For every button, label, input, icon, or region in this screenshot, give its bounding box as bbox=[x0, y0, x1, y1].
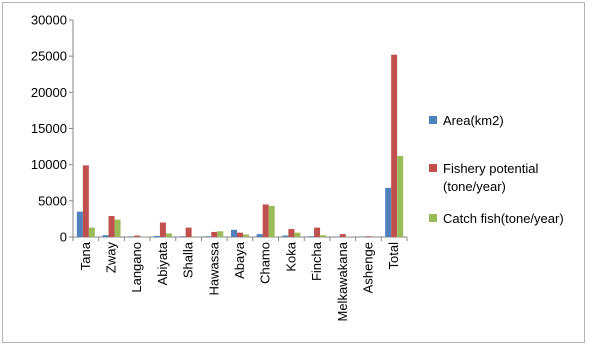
x-tick-label: Total bbox=[386, 242, 401, 270]
y-tick-label: 10000 bbox=[31, 157, 67, 172]
legend-swatch-2 bbox=[429, 164, 437, 172]
legend-swatch-3 bbox=[429, 214, 437, 222]
bar-fincha-series-1 bbox=[308, 236, 315, 237]
x-tick-label: Shalla bbox=[181, 241, 196, 278]
bar-tana-series-1 bbox=[76, 211, 83, 237]
y-tick-label: 15000 bbox=[31, 121, 67, 136]
legend-label-2: Fishery potential (tone/year) bbox=[443, 161, 538, 194]
bar-abaya-series-3 bbox=[243, 234, 249, 237]
x-tick-label: Koka bbox=[283, 241, 298, 271]
legend-label-3: Catch fish(tone/year) bbox=[443, 211, 564, 226]
bar-zway-series-2 bbox=[108, 216, 115, 237]
y-tick-label: 0 bbox=[60, 230, 67, 245]
bar-fincha-series-3 bbox=[320, 235, 327, 237]
y-tick-label: 25000 bbox=[31, 49, 67, 64]
bar-zway-series-1 bbox=[102, 235, 109, 237]
bar-fincha-series-2 bbox=[314, 227, 321, 237]
y-tick-label: 20000 bbox=[31, 85, 67, 100]
bar-shalla-series-1 bbox=[179, 236, 186, 237]
bar-chamo-series-1 bbox=[256, 234, 263, 237]
bar-ashenge-series-2 bbox=[365, 236, 372, 237]
bar-zway-series-3 bbox=[114, 219, 121, 237]
bar-hawassa-series-3 bbox=[217, 231, 224, 237]
chart-frame: 0 5000 10000 15000 20000 25000 30000 Tana Zway La… bbox=[2, 2, 585, 343]
legend-label-1: Area(km2) bbox=[443, 113, 504, 128]
bar-koka-series-1 bbox=[282, 235, 289, 237]
bar-tana-series-2 bbox=[82, 165, 89, 237]
x-tick-label: Fincha bbox=[309, 241, 324, 281]
bar-abiyata-series-2 bbox=[159, 222, 166, 237]
bar-abaya-series-1 bbox=[231, 229, 237, 237]
bar-chart: 0 5000 10000 15000 20000 25000 30000 Tana Zway La… bbox=[31, 13, 564, 322]
bar-hawassa-series-1 bbox=[205, 236, 212, 237]
bar-chamo-series-3 bbox=[268, 205, 275, 237]
x-tick-label: Chamo bbox=[258, 242, 273, 284]
bar-total-series-3 bbox=[397, 155, 404, 237]
x-tick-label: Ashenge bbox=[360, 242, 375, 293]
bar-koka-series-3 bbox=[294, 232, 301, 237]
x-tick-label: Abaya bbox=[232, 241, 247, 279]
legend-swatch-1 bbox=[429, 116, 437, 124]
bar-chamo-series-2 bbox=[262, 204, 269, 237]
bar-total-series-2 bbox=[391, 54, 398, 237]
bar-abiyata-series-3 bbox=[165, 233, 172, 237]
x-tick-label: Abiyata bbox=[155, 241, 170, 285]
x-tick-label: Langano bbox=[129, 242, 144, 293]
bar-hawassa-series-2 bbox=[211, 231, 218, 237]
y-tick-label: 30000 bbox=[31, 13, 67, 28]
x-tick-label: Hawassa bbox=[206, 241, 221, 295]
bar-shalla-series-2 bbox=[185, 227, 192, 237]
bar-tana-series-3 bbox=[88, 227, 95, 237]
bar-koka-series-2 bbox=[288, 229, 295, 237]
bar-total-series-1 bbox=[385, 187, 392, 237]
bar-melkawakana-series-2 bbox=[339, 234, 346, 237]
x-tick-label: Zway bbox=[104, 242, 119, 274]
bar-langano-series-1 bbox=[128, 236, 135, 237]
x-tick-label: Tana bbox=[78, 241, 93, 270]
y-tick-label: 5000 bbox=[38, 193, 67, 208]
bar-langano-series-2 bbox=[134, 235, 141, 237]
bar-abiyata-series-1 bbox=[153, 235, 160, 237]
x-tick-label: Melkawakana bbox=[335, 241, 350, 321]
bar-abaya-series-2 bbox=[237, 232, 243, 237]
